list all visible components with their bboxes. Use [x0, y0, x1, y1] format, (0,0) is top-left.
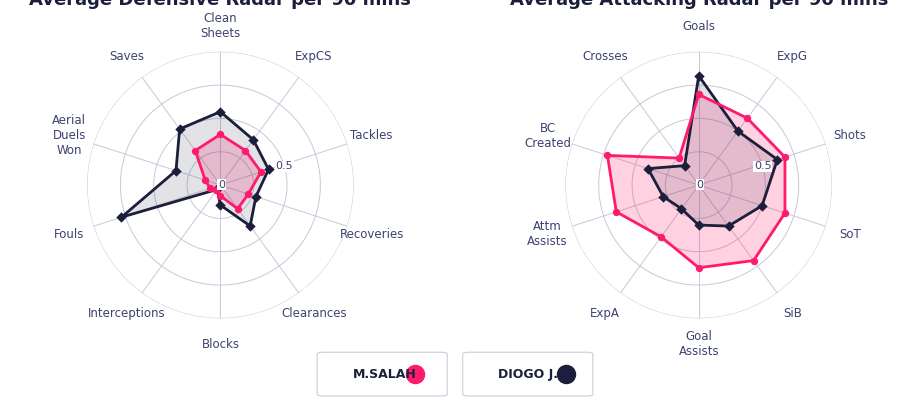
Point	[692, 265, 706, 271]
Polygon shape	[607, 94, 785, 268]
Point	[677, 162, 692, 169]
Point	[692, 72, 706, 79]
Point	[692, 91, 706, 98]
Point	[243, 223, 258, 229]
Point	[210, 186, 225, 193]
Point	[672, 155, 686, 161]
Point	[213, 109, 228, 115]
Point	[246, 137, 260, 143]
Text: M.SALAH: M.SALAH	[353, 368, 417, 380]
Point	[674, 206, 689, 212]
FancyBboxPatch shape	[463, 352, 593, 396]
Point	[238, 147, 253, 154]
Point	[656, 193, 671, 200]
Point	[261, 166, 276, 173]
Text: 0.5: 0.5	[276, 162, 293, 172]
Polygon shape	[196, 135, 261, 209]
Point	[254, 169, 268, 175]
Point	[754, 203, 769, 209]
Point	[740, 115, 754, 121]
Point	[778, 210, 793, 216]
Point	[188, 147, 203, 154]
Title: Average Defensive Radar per 90 mins: Average Defensive Radar per 90 mins	[29, 0, 411, 10]
Text: 0: 0	[218, 180, 225, 190]
Point	[172, 126, 187, 132]
Point	[213, 202, 228, 208]
Text: DIOGO J.: DIOGO J.	[499, 368, 558, 380]
Point	[203, 185, 217, 191]
Point	[778, 154, 793, 160]
FancyBboxPatch shape	[317, 352, 448, 396]
Polygon shape	[648, 76, 777, 226]
Point	[114, 214, 128, 220]
Point	[641, 166, 655, 172]
Point	[692, 222, 706, 228]
Point	[722, 223, 736, 229]
Point	[168, 168, 183, 174]
Point	[600, 152, 614, 158]
Point	[770, 156, 784, 163]
Point	[248, 193, 263, 200]
Point	[609, 209, 623, 215]
Point	[746, 258, 761, 264]
Title: Average Attacking Radar per 90 mins: Average Attacking Radar per 90 mins	[510, 0, 888, 10]
Text: 0: 0	[696, 180, 703, 190]
Point	[653, 234, 668, 240]
Point	[197, 177, 212, 183]
Point	[209, 187, 224, 194]
Point	[213, 193, 228, 199]
Polygon shape	[121, 112, 268, 226]
Point	[230, 206, 245, 212]
Point	[213, 131, 228, 138]
Text: 0.5: 0.5	[753, 162, 772, 172]
Point	[241, 191, 256, 197]
Point	[731, 128, 745, 134]
